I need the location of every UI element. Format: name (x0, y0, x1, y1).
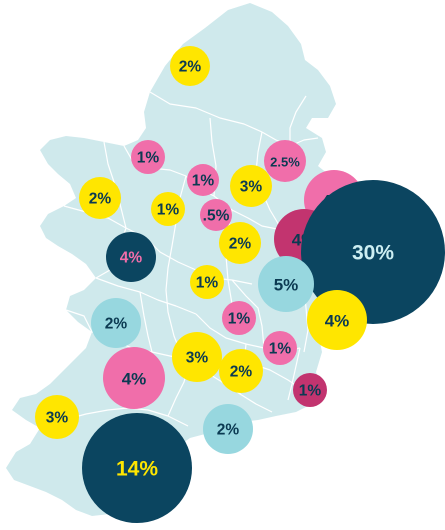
ireland-land-shape (6, 3, 350, 516)
bubble-label-waterford: 2% (217, 422, 240, 439)
bubble-label-monaghan: 2.5% (270, 155, 300, 170)
bubble-label-limerick: 4% (122, 370, 147, 389)
bubble-limerick: 4% (103, 347, 165, 409)
bubble-laois: 1% (222, 301, 256, 335)
bubble-fermanagh: 1% (187, 164, 219, 196)
bubble-circle-tipperary (172, 332, 222, 382)
bubble-kerry: 3% (35, 395, 79, 439)
bubble-layer: 2%1%1%2.5%2%1%3%.5%4%4%2%4%30%1%5%2%1%4%… (35, 46, 445, 523)
bubble-dublin: 30% (301, 180, 445, 324)
bubble-circle-carlow (263, 331, 297, 365)
bubble-label-leitrim: 1% (157, 202, 180, 219)
bubble-circle-fermanagh (187, 164, 219, 196)
bubble-circle-clare (91, 298, 141, 348)
bubble-circle-cavan (230, 165, 272, 207)
bubble-leitrim: 1% (151, 192, 185, 226)
bubble-longford: .5% (200, 199, 232, 231)
bubble-label-kerry: 3% (46, 410, 69, 427)
bubble-sligo: 1% (131, 140, 165, 174)
bubble-circle-waterford (203, 404, 253, 454)
bubble-label-laois: 1% (228, 311, 251, 328)
bubble-label-cavan: 3% (240, 179, 263, 196)
bubble-cavan: 3% (230, 165, 272, 207)
bubble-label-wexford: 1% (299, 383, 322, 400)
bubble-circle-sligo (131, 140, 165, 174)
bubble-circle-monaghan (264, 140, 306, 182)
bubble-label-donegal: 2% (179, 59, 202, 76)
bubble-clare: 2% (91, 298, 141, 348)
bubble-offaly: 1% (190, 265, 224, 299)
bubble-circle-leitrim (151, 192, 185, 226)
bubble-label-fermanagh: 1% (192, 173, 215, 190)
bubble-tipperary: 3% (172, 332, 222, 382)
bubble-carlow: 1% (263, 331, 297, 365)
bubble-label-wicklow: 4% (325, 312, 350, 331)
bubble-circle-galway (106, 232, 156, 282)
bubble-circle-donegal (170, 46, 210, 86)
bubble-label-tipperary: 3% (186, 350, 209, 367)
bubble-mayo: 2% (79, 177, 121, 219)
bubble-label-longford: .5% (203, 208, 230, 225)
bubble-circle-longford (200, 199, 232, 231)
bubble-wexford: 1% (293, 373, 327, 407)
bubble-monaghan: 2.5% (264, 140, 306, 182)
bubble-galway: 4% (106, 232, 156, 282)
bubble-circle-kerry (35, 395, 79, 439)
bubble-label-kilkenny: 2% (230, 364, 253, 381)
bubble-label-galway: 4% (120, 250, 143, 267)
bubble-label-sligo: 1% (137, 150, 160, 167)
bubble-label-mayo: 2% (89, 191, 112, 208)
bubble-kilkenny: 2% (219, 349, 263, 393)
bubble-circle-limerick (103, 347, 165, 409)
bubble-label-westmeath: 2% (229, 236, 252, 253)
bubble-westmeath: 2% (219, 222, 261, 264)
bubble-circle-westmeath (219, 222, 261, 264)
bubble-circle-offaly (190, 265, 224, 299)
bubble-waterford: 2% (203, 404, 253, 454)
bubble-circle-mayo (79, 177, 121, 219)
bubble-circle-dublin (301, 180, 445, 324)
bubble-label-dublin: 30% (352, 242, 394, 265)
bubble-label-cork: 14% (116, 458, 158, 481)
bubble-circle-wicklow (307, 290, 367, 350)
bubble-circle-wexford (293, 373, 327, 407)
bubble-label-clare: 2% (105, 316, 128, 333)
bubble-circle-kildare (258, 256, 314, 312)
bubble-wicklow: 4% (307, 290, 367, 350)
bubble-cork: 14% (82, 413, 192, 523)
bubble-circle-cork (82, 413, 192, 523)
bubble-kildare: 5% (258, 256, 314, 312)
bubble-circle-laois (222, 301, 256, 335)
bubble-label-offaly: 1% (196, 275, 219, 292)
bubble-circle-kilkenny (219, 349, 263, 393)
bubble-label-carlow: 1% (269, 341, 292, 358)
bubble-label-kildare: 5% (274, 276, 299, 295)
bubble-donegal: 2% (170, 46, 210, 86)
